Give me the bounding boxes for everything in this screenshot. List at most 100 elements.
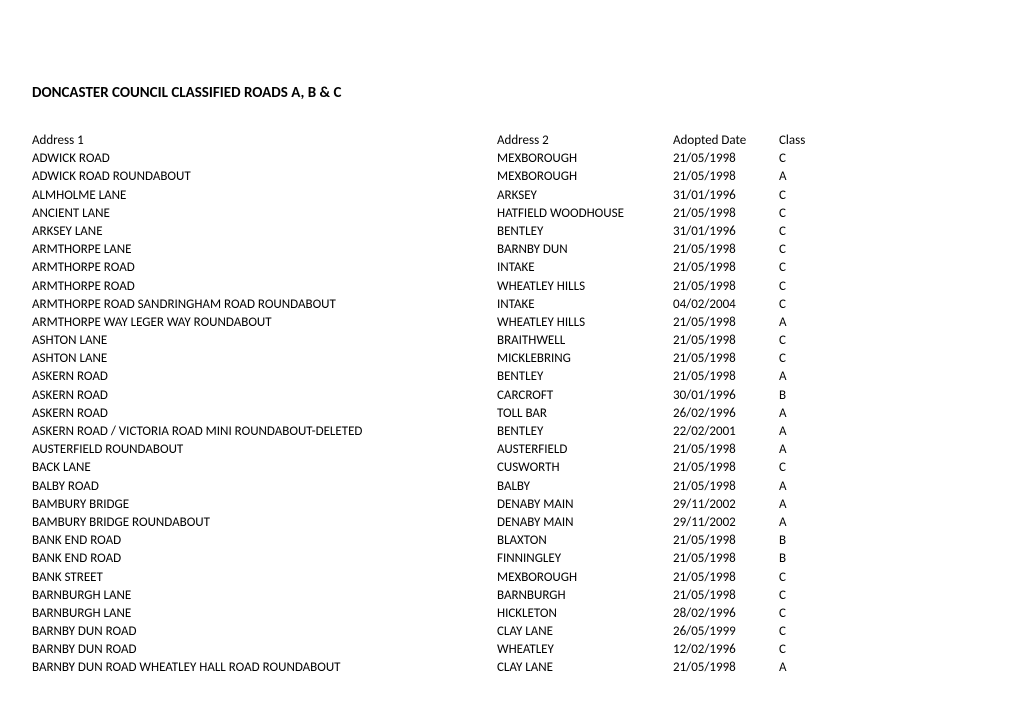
cell-class: B xyxy=(779,532,819,550)
cell-class: C xyxy=(779,459,819,477)
cell-adopted-date: 29/11/2002 xyxy=(673,496,779,514)
cell-adopted-date: 21/05/1998 xyxy=(673,259,779,277)
cell-adopted-date: 21/05/1998 xyxy=(673,550,779,568)
cell-class: A xyxy=(779,168,819,186)
cell-class: C xyxy=(779,296,819,314)
cell-address2: MEXBOROUGH xyxy=(497,569,673,587)
cell-address1: ARMTHORPE WAY LEGER WAY ROUNDABOUT xyxy=(32,314,497,332)
cell-address1: BANK END ROAD xyxy=(32,550,497,568)
cell-address1: BAMBURY BRIDGE xyxy=(32,496,497,514)
cell-adopted-date: 21/05/1998 xyxy=(673,441,779,459)
cell-address2: CUSWORTH xyxy=(497,459,673,477)
cell-address2: INTAKE xyxy=(497,296,673,314)
cell-address1: BANK END ROAD xyxy=(32,532,497,550)
cell-class: A xyxy=(779,496,819,514)
cell-address2: DENABY MAIN xyxy=(497,496,673,514)
cell-adopted-date: 21/05/1998 xyxy=(673,478,779,496)
table-row: ASHTON LANEMICKLEBRING21/05/1998C xyxy=(32,350,819,368)
table-row: ANCIENT LANEHATFIELD WOODHOUSE21/05/1998… xyxy=(32,205,819,223)
cell-adopted-date: 21/05/1998 xyxy=(673,150,779,168)
roads-table: Address 1 Address 2 Adopted Date Class A… xyxy=(32,132,819,678)
cell-address2: BENTLEY xyxy=(497,223,673,241)
table-row: ADWICK ROAD ROUNDABOUTMEXBOROUGH21/05/19… xyxy=(32,168,819,186)
cell-address2: ARKSEY xyxy=(497,187,673,205)
cell-address2: WHEATLEY xyxy=(497,641,673,659)
page-title: DONCASTER COUNCIL CLASSIFIED ROADS A, B … xyxy=(32,84,1020,102)
cell-address1: BALBY ROAD xyxy=(32,478,497,496)
cell-class: A xyxy=(779,441,819,459)
table-row: ARMTHORPE ROAD SANDRINGHAM ROAD ROUNDABO… xyxy=(32,296,819,314)
cell-address2: HATFIELD WOODHOUSE xyxy=(497,205,673,223)
cell-adopted-date: 21/05/1998 xyxy=(673,569,779,587)
table-row: BAMBURY BRIDGEDENABY MAIN29/11/2002A xyxy=(32,496,819,514)
cell-address2: BARNBURGH xyxy=(497,587,673,605)
table-row: BARNBY DUN ROADWHEATLEY12/02/1996C xyxy=(32,641,819,659)
cell-address1: ASKERN ROAD xyxy=(32,368,497,386)
cell-address2: AUSTERFIELD xyxy=(497,441,673,459)
cell-class: A xyxy=(779,405,819,423)
cell-address1: ASHTON LANE xyxy=(32,350,497,368)
cell-class: A xyxy=(779,514,819,532)
cell-address2: BENTLEY xyxy=(497,368,673,386)
cell-address2: BALBY xyxy=(497,478,673,496)
table-row: BALBY ROADBALBY21/05/1998A xyxy=(32,478,819,496)
table-row: ASKERN ROAD / VICTORIA ROAD MINI ROUNDAB… xyxy=(32,423,819,441)
cell-address2: BRAITHWELL xyxy=(497,332,673,350)
cell-class: C xyxy=(779,587,819,605)
cell-adopted-date: 28/02/1996 xyxy=(673,605,779,623)
cell-adopted-date: 31/01/1996 xyxy=(673,187,779,205)
cell-address2: MEXBOROUGH xyxy=(497,150,673,168)
cell-class: B xyxy=(779,550,819,568)
cell-adopted-date: 21/05/1998 xyxy=(673,459,779,477)
cell-address2: CLAY LANE xyxy=(497,659,673,677)
table-row: ARMTHORPE LANEBARNBY DUN21/05/1998C xyxy=(32,241,819,259)
cell-address1: ARMTHORPE LANE xyxy=(32,241,497,259)
cell-class: C xyxy=(779,569,819,587)
cell-adopted-date: 31/01/1996 xyxy=(673,223,779,241)
cell-class: A xyxy=(779,314,819,332)
cell-class: C xyxy=(779,641,819,659)
table-row: ARMTHORPE WAY LEGER WAY ROUNDABOUTWHEATL… xyxy=(32,314,819,332)
cell-adopted-date: 29/11/2002 xyxy=(673,514,779,532)
table-row: ASHTON LANEBRAITHWELL21/05/1998C xyxy=(32,332,819,350)
cell-address1: BAMBURY BRIDGE ROUNDABOUT xyxy=(32,514,497,532)
cell-class: A xyxy=(779,368,819,386)
cell-address1: ASKERN ROAD / VICTORIA ROAD MINI ROUNDAB… xyxy=(32,423,497,441)
cell-class: A xyxy=(779,659,819,677)
cell-address2: MEXBOROUGH xyxy=(497,168,673,186)
cell-adopted-date: 21/05/1998 xyxy=(673,659,779,677)
cell-address1: BANK STREET xyxy=(32,569,497,587)
cell-address1: BARNBY DUN ROAD xyxy=(32,641,497,659)
cell-adopted-date: 04/02/2004 xyxy=(673,296,779,314)
cell-class: C xyxy=(779,241,819,259)
cell-address2: INTAKE xyxy=(497,259,673,277)
cell-address1: ADWICK ROAD xyxy=(32,150,497,168)
table-row: ALMHOLME LANEARKSEY31/01/1996C xyxy=(32,187,819,205)
col-header-class: Class xyxy=(779,132,819,150)
cell-address1: ARKSEY LANE xyxy=(32,223,497,241)
cell-adopted-date: 26/02/1996 xyxy=(673,405,779,423)
cell-adopted-date: 21/05/1998 xyxy=(673,241,779,259)
table-row: BARNBURGH LANEBARNBURGH21/05/1998C xyxy=(32,587,819,605)
cell-class: C xyxy=(779,223,819,241)
cell-class: A xyxy=(779,423,819,441)
cell-adopted-date: 21/05/1998 xyxy=(673,587,779,605)
cell-address1: ALMHOLME LANE xyxy=(32,187,497,205)
table-row: ASKERN ROADCARCROFT30/01/1996B xyxy=(32,387,819,405)
cell-address1: ARMTHORPE ROAD xyxy=(32,278,497,296)
cell-class: B xyxy=(779,387,819,405)
cell-address1: ASHTON LANE xyxy=(32,332,497,350)
table-row: BARNBY DUN ROAD WHEATLEY HALL ROAD ROUND… xyxy=(32,659,819,677)
cell-address2: FINNINGLEY xyxy=(497,550,673,568)
table-row: ARMTHORPE ROADWHEATLEY HILLS21/05/1998C xyxy=(32,278,819,296)
cell-adopted-date: 21/05/1998 xyxy=(673,532,779,550)
cell-address2: TOLL BAR xyxy=(497,405,673,423)
table-row: BANK END ROADFINNINGLEY21/05/1998B xyxy=(32,550,819,568)
cell-address1: ASKERN ROAD xyxy=(32,387,497,405)
cell-address2: CARCROFT xyxy=(497,387,673,405)
table-row: ARMTHORPE ROADINTAKE21/05/1998C xyxy=(32,259,819,277)
cell-address2: HICKLETON xyxy=(497,605,673,623)
cell-address1: BACK LANE xyxy=(32,459,497,477)
cell-adopted-date: 22/02/2001 xyxy=(673,423,779,441)
table-row: ADWICK ROADMEXBOROUGH21/05/1998C xyxy=(32,150,819,168)
